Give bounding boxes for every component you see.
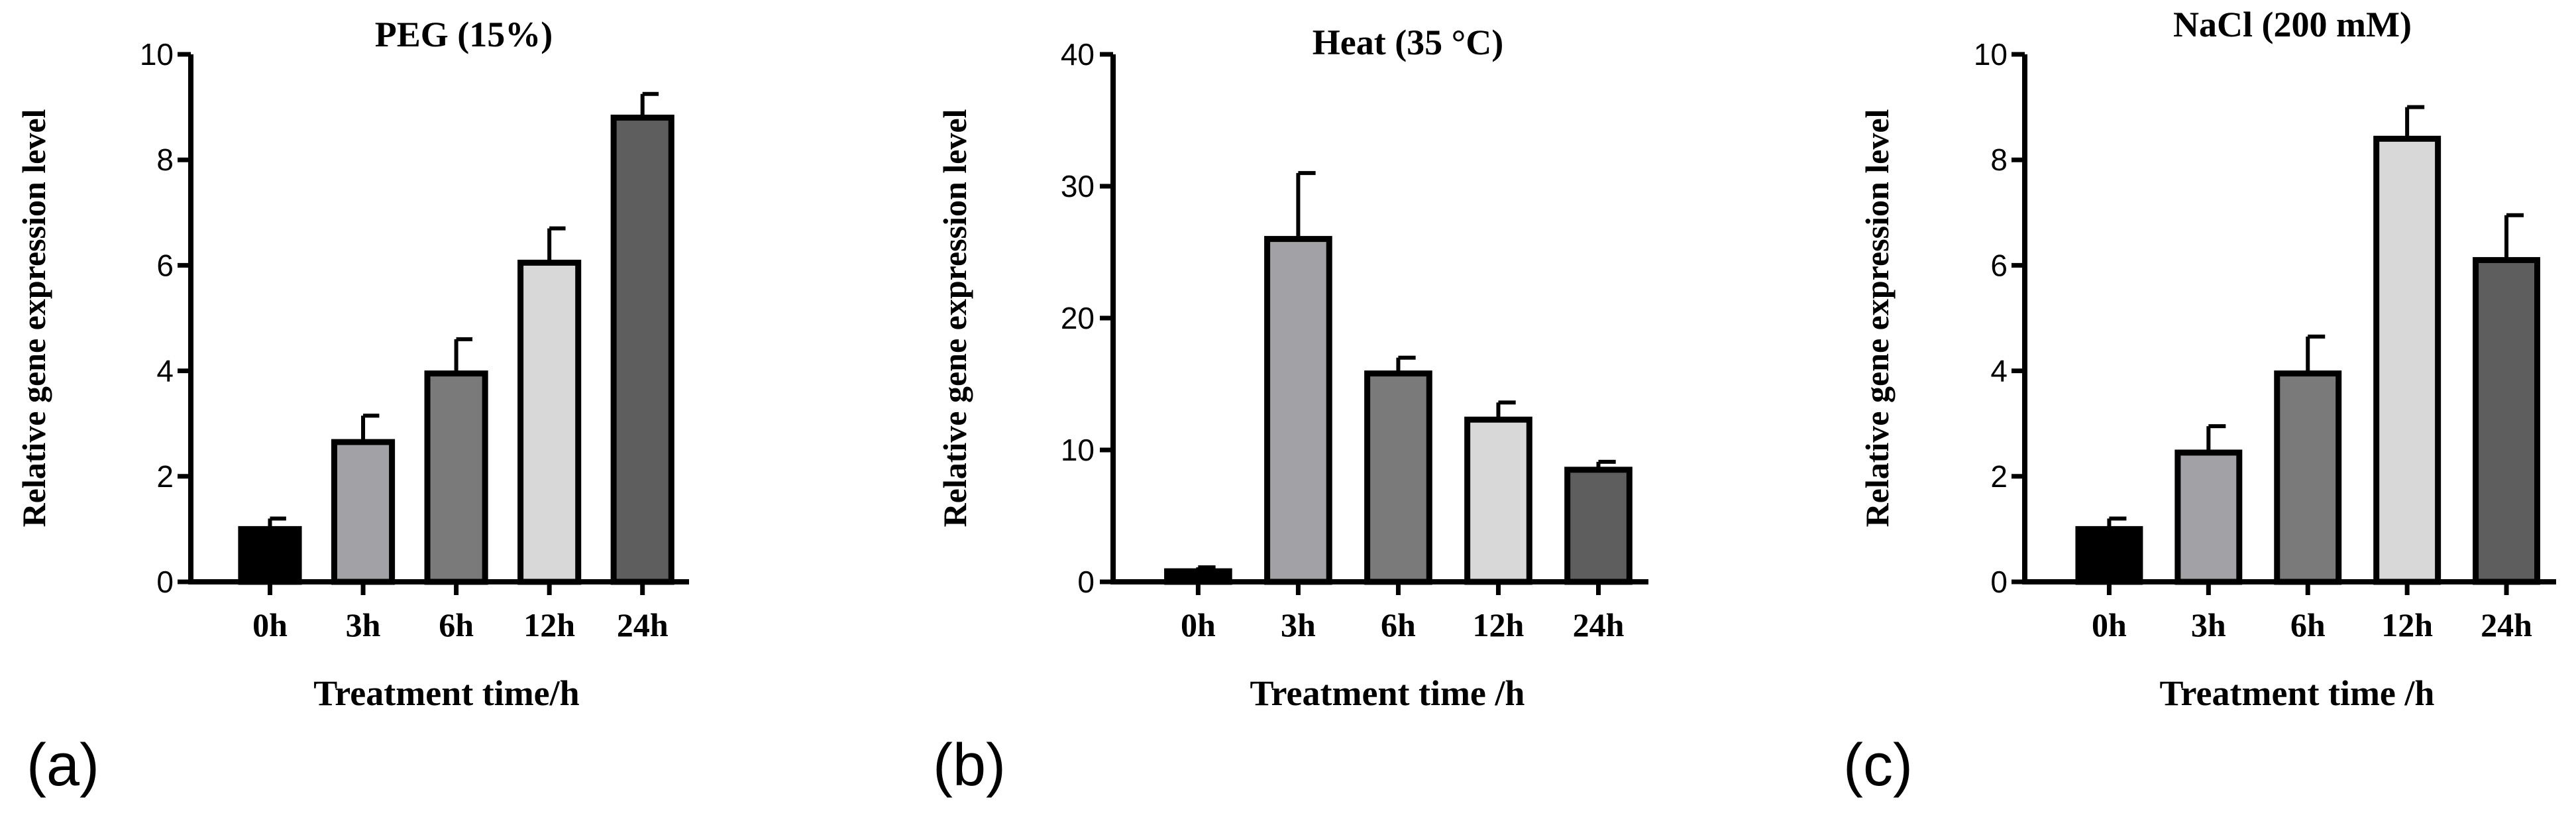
y-tick-label: 0 <box>1990 565 2008 599</box>
x-tick-label: 3h <box>2191 606 2226 643</box>
x-tick-label: 12h <box>2381 606 2433 643</box>
x-tick-label: 24h <box>617 606 669 643</box>
x-axis-label: Treatment time/h <box>313 673 579 713</box>
bar-6h <box>2274 370 2342 585</box>
y-tick-label: 6 <box>156 248 174 282</box>
x-axis-label: Treatment time /h <box>1250 673 1525 713</box>
y-axis-label: Relative gene expression level <box>15 109 52 527</box>
x-tick-label: 0h <box>2092 606 2127 643</box>
y-tick-label: 2 <box>156 459 174 494</box>
y-axis-label: Relative gene expression level <box>1858 109 1896 527</box>
bar-24h <box>1564 467 1633 585</box>
bar-12h <box>2373 135 2442 585</box>
bar-3h <box>331 439 396 585</box>
bar-0h <box>1164 568 1232 585</box>
y-tick-label: 2 <box>1990 459 2008 494</box>
panel-label: (b) <box>933 732 1006 799</box>
y-tick-label: 10 <box>1061 433 1095 467</box>
y-tick-label: 30 <box>1061 169 1095 203</box>
chart-title: PEG (15%) <box>375 15 553 54</box>
y-tick-label: 8 <box>156 142 174 177</box>
x-tick-label: 6h <box>1381 606 1416 643</box>
chart-panel-a: PEG (15%) (a) Relative gene expression lev… <box>15 15 689 799</box>
chart-title: Heat (35 °C) <box>1313 23 1504 62</box>
y-tick-label: 4 <box>156 354 174 388</box>
bar-6h <box>424 370 488 585</box>
chart-panel-c: NaCl (200 mM) (c) Relative gene expression… <box>1843 5 2556 799</box>
x-axis-label: Treatment time /h <box>2160 673 2435 713</box>
y-tick-label: 8 <box>1990 142 2008 177</box>
y-tick-label: 0 <box>156 565 174 599</box>
panel-label: (c) <box>1843 732 1913 799</box>
y-tick-label: 10 <box>140 37 174 72</box>
x-tick-label: 12h <box>1473 606 1525 643</box>
panel-label: (a) <box>27 732 99 799</box>
y-tick-label: 10 <box>1974 37 2008 72</box>
bar-12h <box>1464 416 1532 585</box>
x-tick-label: 6h <box>439 606 474 643</box>
bar-0h <box>238 526 302 585</box>
bar-0h <box>2075 526 2143 585</box>
y-tick-label: 20 <box>1061 301 1095 335</box>
y-axis-label: Relative gene expression level <box>936 109 973 527</box>
x-tick-label: 0h <box>1181 606 1216 643</box>
bar-24h <box>2473 256 2541 585</box>
x-tick-label: 12h <box>523 606 575 643</box>
x-tick-label: 0h <box>252 606 288 643</box>
chart-title: NaCl (200 mM) <box>2173 5 2412 44</box>
bar-24h <box>610 115 674 585</box>
chart-panel-b: Heat (35 °C) (b) Relative gene expression … <box>933 23 1648 799</box>
x-tick-label: 3h <box>346 606 381 643</box>
bar-6h <box>1364 370 1432 585</box>
x-tick-label: 24h <box>2481 606 2532 643</box>
x-tick-label: 6h <box>2290 606 2326 643</box>
y-tick-label: 4 <box>1990 354 2008 388</box>
x-tick-label: 24h <box>1573 606 1625 643</box>
y-tick-label: 0 <box>1077 565 1095 599</box>
y-tick-label: 40 <box>1061 37 1095 72</box>
bar-12h <box>517 259 582 585</box>
y-tick-label: 6 <box>1990 248 2008 282</box>
bar-3h <box>2174 449 2243 585</box>
bar-3h <box>1264 236 1332 585</box>
x-tick-label: 3h <box>1281 606 1316 643</box>
